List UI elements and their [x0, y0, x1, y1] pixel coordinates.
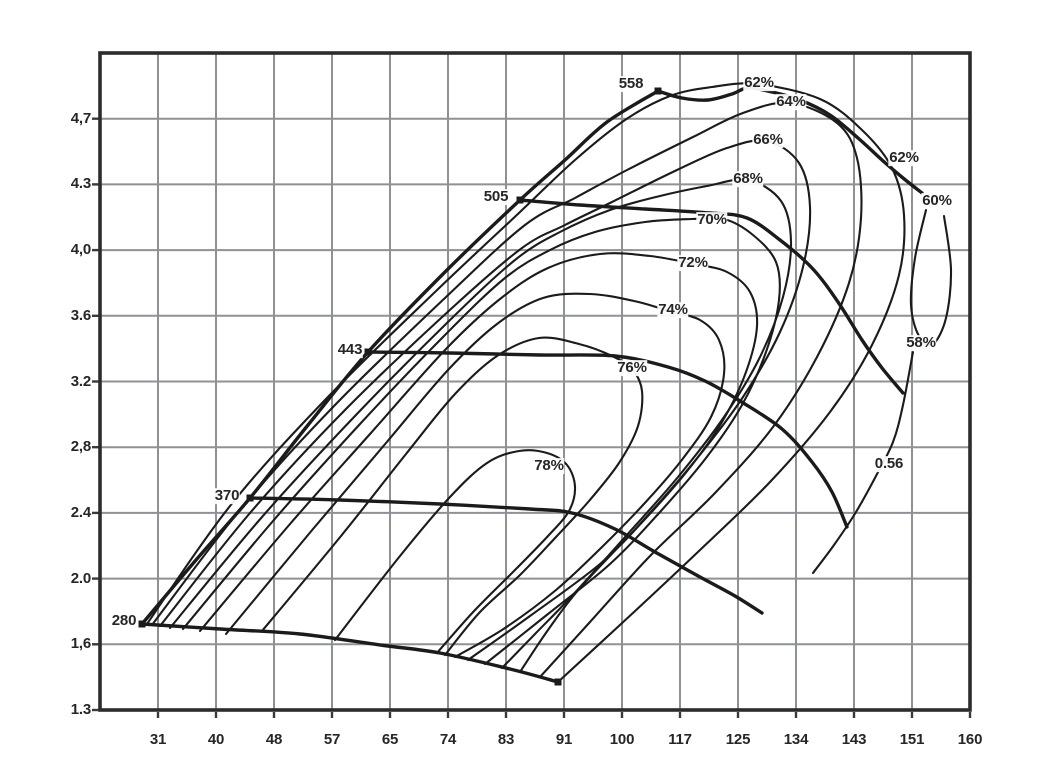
x-axis-tick-label: 40: [207, 731, 225, 748]
x-axis-tick-label: 143: [841, 731, 867, 748]
grid-lines: [100, 53, 970, 710]
x-axis-tick-label: 134: [783, 731, 809, 748]
speed-line-370: [248, 496, 764, 615]
surge-line: [140, 89, 660, 626]
efficiency-contour-68: [168, 178, 793, 670]
x-axis-tick-label: 100: [609, 731, 635, 748]
y-axis-tick-label: 4.3: [70, 175, 91, 193]
speed-line-280: [140, 622, 560, 684]
efficiency-label-70: 70%: [696, 211, 728, 229]
y-axis-tick-label: 4,0: [70, 241, 91, 259]
marker-square: [654, 87, 662, 95]
x-axis-tick-label: 31: [149, 731, 167, 748]
speed-line-label-558: 558: [617, 75, 645, 93]
efficiency-contour-62: [145, 82, 906, 684]
axis-ticks: [92, 117, 972, 718]
x-axis-tick-label: 160: [957, 731, 983, 748]
efficiency-contour-72: [198, 252, 759, 662]
efficiency-label-76: 76%: [616, 359, 648, 377]
x-axis-tick-label: 125: [725, 731, 751, 748]
marker-square: [516, 196, 524, 204]
speed-line-markers: [138, 87, 662, 686]
speed-line-label-370: 370: [213, 487, 241, 505]
efficiency-contour-70: [181, 216, 781, 666]
x-axis-tick-label: 65: [381, 731, 399, 748]
y-axis-tick-label: 3.2: [70, 372, 91, 390]
x-axis-tick-label: 117: [668, 731, 692, 748]
speed-line-label-505: 505: [482, 188, 510, 206]
efficiency-label-78: 78%: [533, 457, 565, 475]
y-axis-tick-label: 2,8: [70, 438, 91, 456]
x-axis-tick-label: 91: [555, 731, 573, 748]
right-side-label-0-56: 0.56: [873, 455, 905, 473]
right-side-label-62: 62%: [888, 149, 920, 167]
speed-line-label-443: 443: [336, 341, 364, 359]
marker-square: [138, 620, 146, 628]
speed-line-505: [518, 198, 905, 395]
efficiency-label-66: 66%: [752, 131, 784, 149]
speed-lines: [140, 86, 924, 684]
y-axis-tick-label: 3.6: [70, 306, 91, 324]
y-axis-tick-label: 2.0: [70, 569, 91, 587]
60-percent-island-curve: [909, 208, 953, 346]
efficiency-contour-78: [333, 449, 577, 655]
x-axis-tick-label: 57: [323, 731, 341, 748]
y-axis-tick-label: 1,6: [70, 635, 91, 653]
x-axis-tick-label: 48: [265, 731, 283, 748]
efficiency-label-62: 62%: [743, 74, 775, 92]
speed-line-443: [366, 350, 849, 529]
right-side-label-60: 60%: [921, 192, 953, 210]
efficiency-label-72: 72%: [677, 254, 709, 272]
speed-line-label-280: 280: [110, 612, 138, 630]
marker-square: [554, 678, 562, 686]
marker-square: [246, 494, 254, 502]
58-percent-0.56-line-curve: [811, 350, 915, 575]
y-axis-tick-label: 4,7: [70, 109, 91, 127]
y-axis-tick-label: 1.3: [70, 701, 91, 719]
efficiency-label-64: 64%: [775, 93, 807, 111]
x-axis-tick-label: 74: [439, 731, 457, 748]
marker-square: [364, 348, 372, 356]
efficiency-label-74: 74%: [657, 301, 689, 319]
x-axis-tick-label: 83: [497, 731, 515, 748]
y-axis-tick-label: 2.4: [70, 504, 91, 522]
efficiency-contour-76: [260, 336, 644, 657]
efficiency-label-68: 68%: [732, 170, 764, 188]
x-axis-tick-label: 151: [899, 731, 925, 748]
right-side-label-58: 58%: [905, 334, 937, 352]
plot-border: [98, 51, 972, 712]
